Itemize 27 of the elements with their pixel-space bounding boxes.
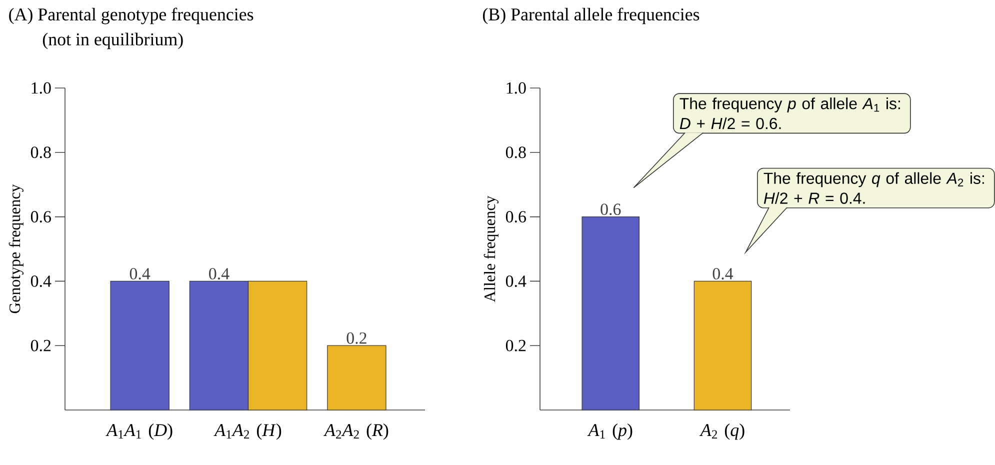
y-tick-label: 0.6 bbox=[506, 211, 526, 223]
x-tick-label: A$_{2}$A$_{2}$ (R) bbox=[323, 424, 388, 440]
y-tick-label: 0.2 bbox=[30, 340, 51, 352]
x-tick-label: A$_{1}$A$_{2}$ (H) bbox=[214, 424, 282, 440]
y-tick-label: 0.8 bbox=[506, 146, 526, 158]
data-label: 0.6 bbox=[600, 204, 621, 216]
text: The frequency p of allele A$_{1}$ is: D + H/2 = 0.6. bbox=[680, 98, 900, 130]
x-tick-label: A$_{2}$ (q) bbox=[699, 424, 744, 440]
y-tick-label: 1.0 bbox=[506, 82, 526, 94]
y-tick-label: 0.8 bbox=[30, 146, 51, 158]
y-tick-label: 1.0 bbox=[32, 82, 51, 94]
x-tick-label: A$_{1}$ (p) bbox=[587, 424, 632, 440]
data-label: 0.4 bbox=[712, 268, 734, 280]
chart-subtitle: (not in equilibrium) bbox=[42, 32, 183, 50]
x-tick-label: A$_{1}$A$_{1}$ (D) bbox=[106, 424, 172, 440]
data-label: 0.2 bbox=[346, 332, 366, 344]
chart-title: (A) Parental genotype frequencies bbox=[9, 8, 254, 24]
y-axis-title: Genotype frequency bbox=[8, 184, 24, 314]
data-label: 0.4 bbox=[130, 268, 150, 280]
y-tick-label: 0.2 bbox=[506, 340, 526, 352]
y-tick-label: 0.6 bbox=[30, 211, 51, 223]
y-tick-label: 0.4 bbox=[506, 275, 526, 287]
chart-title: (B) Parental allele frequencies bbox=[482, 8, 700, 24]
data-label: 0.4 bbox=[209, 268, 230, 280]
y-tick-label: 0.4 bbox=[30, 275, 52, 287]
y-axis-title: Allele frequency bbox=[484, 196, 498, 302]
text: The frequency q of allele A$_{2}$ is: H/2 + R = 0.4. bbox=[764, 172, 984, 204]
